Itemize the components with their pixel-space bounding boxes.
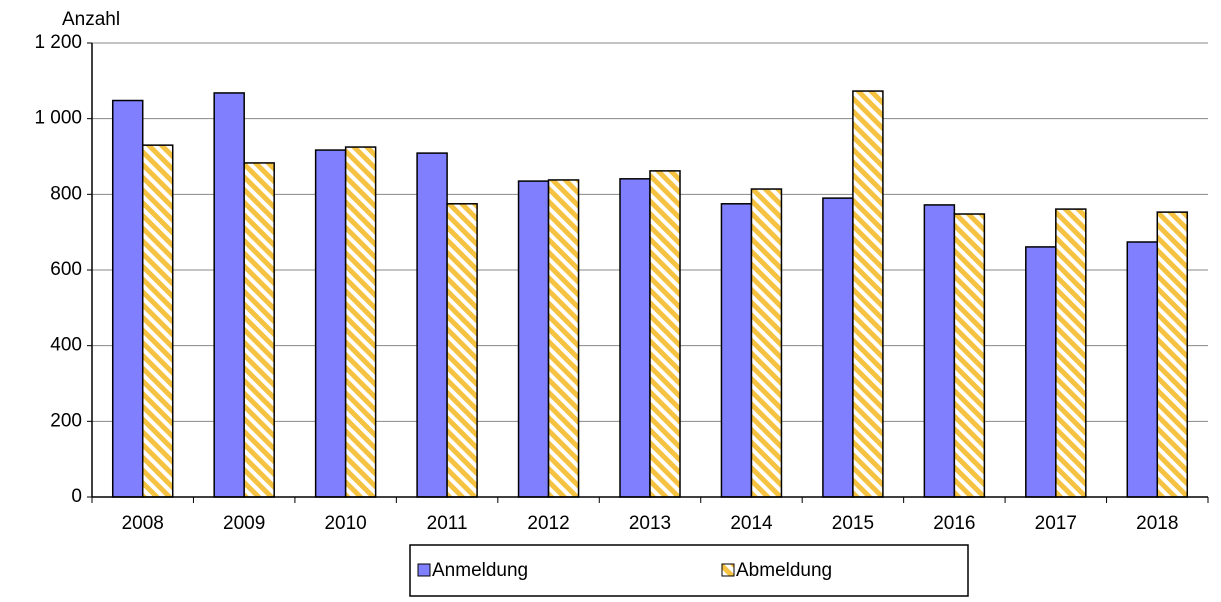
x-tick-label: 2013	[629, 513, 671, 534]
x-tick-label: 2008	[122, 513, 164, 534]
bar	[923, 204, 956, 498]
bar	[822, 197, 854, 498]
bar	[344, 146, 377, 498]
legend-label: Abmeldung	[736, 560, 832, 581]
x-tick-label: 2016	[933, 513, 975, 534]
bar	[111, 99, 144, 498]
bar	[750, 188, 783, 498]
y-tick-label: 200	[50, 410, 82, 431]
y-tick-label: 400	[50, 335, 82, 356]
y-axis-label: Anzahl	[62, 9, 120, 30]
bar	[446, 203, 478, 498]
x-tick-label: 2017	[1035, 513, 1077, 534]
bar	[1126, 241, 1159, 498]
bar	[213, 92, 245, 498]
y-tick-label: 0	[71, 486, 82, 507]
y-tick-label: 600	[50, 259, 82, 280]
bar	[243, 162, 275, 498]
x-tick-label: 2015	[832, 513, 874, 534]
x-tick-label: 2009	[223, 513, 265, 534]
bar	[953, 213, 986, 498]
bar	[314, 149, 347, 498]
x-tick-label: 2011	[427, 513, 468, 534]
y-tick-label: 1 000	[34, 108, 82, 129]
bar	[619, 178, 651, 498]
legend-swatch	[417, 563, 431, 577]
bar	[1025, 246, 1057, 498]
bar	[852, 90, 884, 498]
bar	[416, 152, 448, 498]
x-tick-label: 2010	[324, 513, 366, 534]
y-tick-label: 1 200	[34, 32, 82, 53]
bar	[141, 144, 174, 498]
x-tick-label: 2012	[527, 513, 569, 534]
legend-box	[409, 544, 969, 597]
x-tick-label: 2014	[730, 513, 773, 534]
bar	[720, 203, 753, 498]
bar	[547, 179, 580, 498]
legend-label: Anmeldung	[432, 560, 528, 581]
x-tick-label: 2018	[1136, 513, 1178, 534]
bar	[1055, 208, 1087, 498]
bar	[1156, 211, 1189, 498]
bar	[517, 180, 550, 498]
y-tick-label: 800	[50, 183, 82, 204]
legend-swatch	[721, 563, 735, 577]
bar	[649, 170, 681, 498]
